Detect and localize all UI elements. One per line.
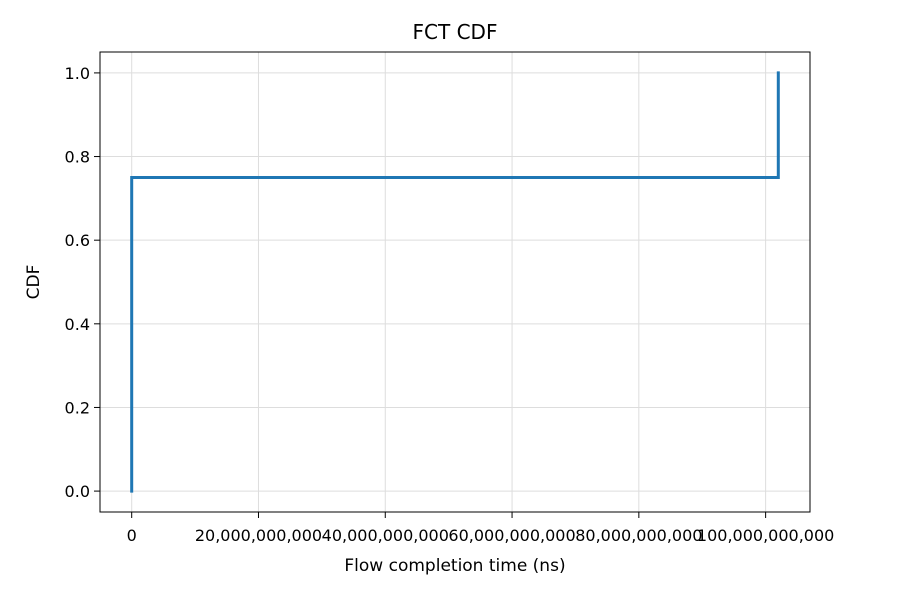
plot-frame	[99, 51, 811, 513]
series-layer	[130, 71, 780, 493]
x-tick-label: 60,000,000,000	[448, 526, 575, 545]
cdf-series-line	[130, 71, 780, 493]
x-tick-label: 20,000,000,000	[195, 526, 322, 545]
x-tick-label: 100,000,000,000	[697, 526, 834, 545]
y-tick-label: 0.6	[65, 231, 90, 250]
y-tick-label: 1.0	[65, 64, 90, 83]
x-axis-label: Flow completion time (ns)	[344, 556, 565, 576]
y-tick-label: 0.8	[65, 148, 90, 167]
x-tick-label: 80,000,000,000	[575, 526, 702, 545]
grid-layer	[100, 52, 810, 512]
y-axis-label: CDF	[24, 265, 44, 300]
ticks-layer: 0 20,000,000,000 40,000,000,000 60,000,000,…	[65, 64, 835, 545]
x-tick-label: 40,000,000,000	[322, 526, 449, 545]
chart-title: FCT CDF	[413, 20, 498, 44]
y-tick-label: 0.2	[65, 398, 90, 417]
y-tick-label: 0.0	[65, 482, 90, 501]
x-tick-label: 0	[127, 526, 137, 545]
y-tick-label: 0.4	[65, 315, 90, 334]
